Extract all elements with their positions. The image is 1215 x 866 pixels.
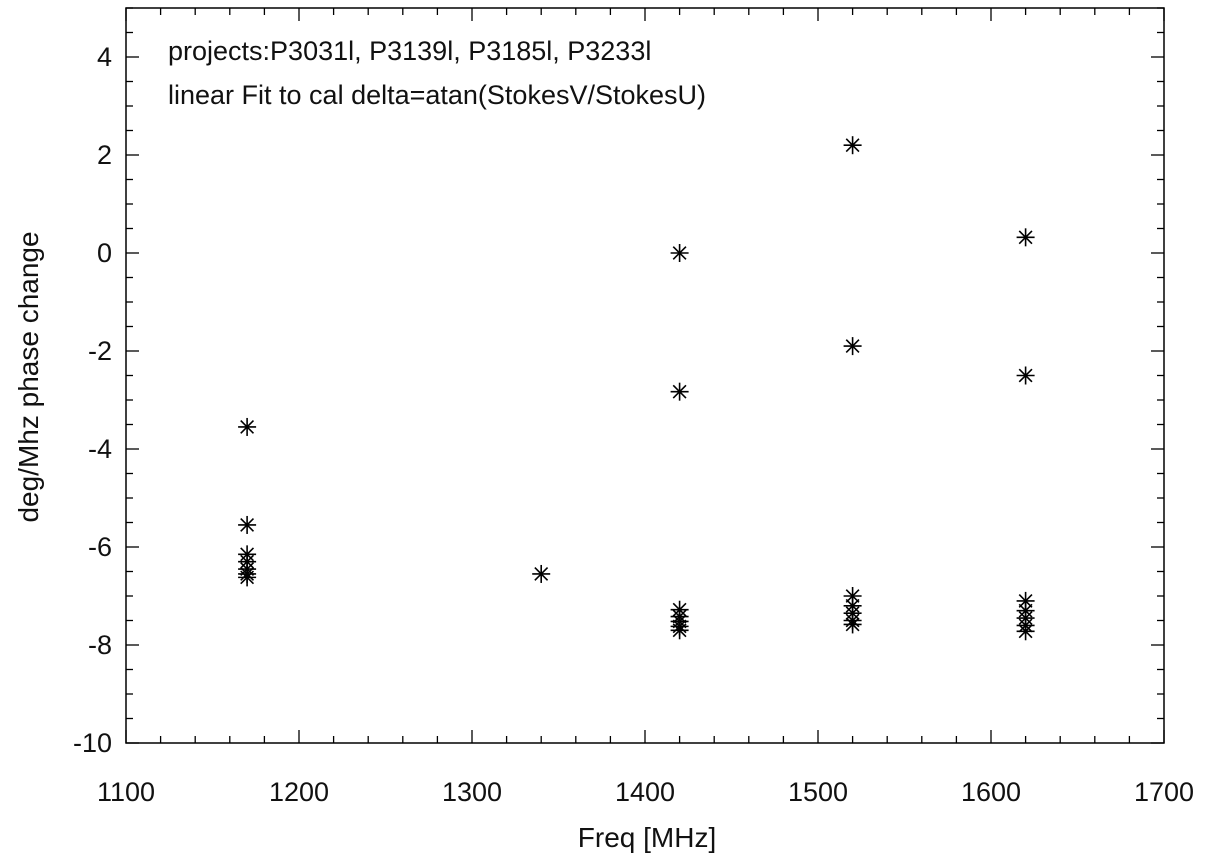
data-point (670, 382, 689, 401)
data-point (843, 615, 862, 634)
y-tick-label: -2 (88, 336, 112, 366)
plot-frame (125, 7, 1165, 744)
data-point (238, 417, 257, 436)
data-point (1016, 228, 1035, 247)
x-tick-label: 1500 (788, 777, 848, 807)
y-tick-label: 0 (97, 238, 112, 268)
x-axis-label: Freq [MHz] (578, 822, 716, 853)
data-point (238, 568, 257, 587)
data-point (843, 136, 862, 155)
annotation-projects: projects:P3031l, P3139l, P3185l, P3233l (168, 36, 651, 66)
x-tick-label: 1100 (97, 777, 155, 807)
y-tick-label: 4 (97, 42, 112, 72)
data-point (843, 587, 862, 605)
y-tick-label: 2 (97, 140, 112, 170)
y-axis-label: deg/Mhz phase change (13, 231, 44, 522)
data-point (532, 564, 551, 583)
x-tick-label: 1700 (1134, 777, 1194, 807)
data-points (238, 136, 1035, 641)
x-tick-label: 1400 (615, 777, 675, 807)
y-tick-label: -6 (88, 532, 112, 562)
data-point (238, 515, 257, 534)
x-tick-label: 1600 (961, 777, 1021, 807)
data-point (1016, 366, 1035, 385)
y-tick-label: -8 (88, 630, 112, 660)
data-point (670, 621, 689, 640)
axis-ticks (125, 7, 1165, 744)
data-point (670, 244, 689, 262)
data-point (843, 337, 862, 356)
x-tick-label: 1300 (442, 777, 502, 807)
tick-labels: 1100 1200 1300 1400 1500 1600 1700 -10 -8 -6 -4 -2 0… (73, 42, 1194, 807)
y-tick-label: -10 (73, 728, 112, 758)
annotation-fit-description: linear Fit to cal delta=atan(StokesV/Sto… (168, 80, 706, 110)
x-tick-label: 1200 (269, 777, 329, 807)
y-tick-label: -4 (88, 434, 112, 464)
data-point (1016, 622, 1035, 641)
